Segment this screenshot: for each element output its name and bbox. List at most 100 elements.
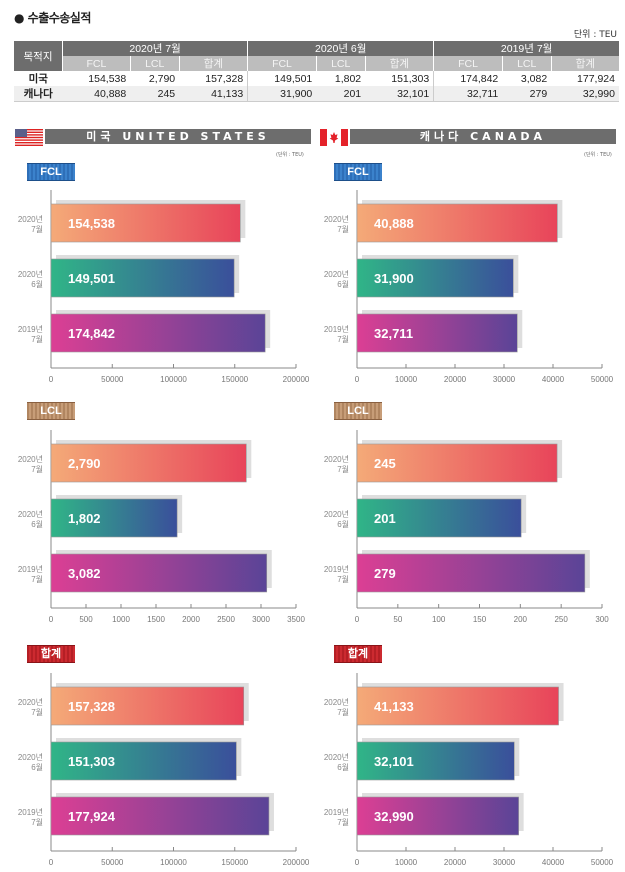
bar-value-label: 1,802 <box>68 511 101 526</box>
unit-label-canada: (단위 : TEU) <box>584 152 612 158</box>
bar-value-label: 32,990 <box>374 809 414 824</box>
bar <box>356 686 559 726</box>
chart-us-lcl: 0 500 1000 1500 2000 2500 3000 35002,7902020년7월… <box>18 430 305 624</box>
bar-value-label: 40,888 <box>374 216 414 231</box>
bar-value-label: 3,082 <box>68 566 101 581</box>
bar <box>356 741 515 781</box>
bar-value-label: 41,133 <box>374 699 414 714</box>
bar <box>50 203 241 243</box>
bar <box>356 258 514 298</box>
bar-value-label: 157,328 <box>68 699 115 714</box>
cell: 157,328 <box>205 72 244 85</box>
bar-value-label: 151,303 <box>68 754 115 769</box>
x-tick-label: 250 <box>554 615 568 624</box>
category-label: 7월 <box>31 707 43 717</box>
category-label: 7월 <box>31 574 43 584</box>
country-banner-us: 미국 UNITED STATES <box>45 129 311 144</box>
category-label: 6월 <box>31 279 43 289</box>
x-tick-label: 50000 <box>591 375 614 384</box>
sub-header: 합계 <box>550 56 619 71</box>
fcl-container-badge: FCL <box>334 163 382 181</box>
x-tick-label: 10000 <box>395 375 418 384</box>
chart-canada-total: 0 10000 20000 30000 40000 5000041,1332020년7월3… <box>324 673 614 867</box>
category-label: 2020년 <box>324 697 349 707</box>
bar-value-label: 245 <box>374 456 396 471</box>
x-tick-label: 100000 <box>160 375 187 384</box>
cell: 40,888 <box>62 86 131 102</box>
unit-label-us: (단위 : TEU) <box>276 152 304 158</box>
category-label: 2020년 <box>324 269 349 279</box>
x-tick-label: 50 <box>393 615 402 624</box>
category-label: 7월 <box>337 574 349 584</box>
us-flag-icon <box>15 129 43 146</box>
x-tick-label: 0 <box>355 375 360 384</box>
x-tick-label: 40000 <box>542 375 565 384</box>
category-label: 7월 <box>337 464 349 474</box>
category-label: 2020년 <box>18 752 43 762</box>
bar <box>50 443 247 483</box>
sub-header: LCL <box>315 56 366 71</box>
category-label: 2020년 <box>324 454 349 464</box>
cell: 32,990 <box>551 86 619 102</box>
x-tick-label: 50000 <box>101 375 124 384</box>
table-subheader-row: FCL LCL 합계 FCL LCL 합계 FCL LCL 합계 <box>14 56 619 71</box>
lcl-container-badge: LCL <box>27 402 75 420</box>
x-tick-label: 2000 <box>182 615 200 624</box>
lcl-container-badge: LCL <box>334 402 382 420</box>
x-tick-label: 1500 <box>147 615 165 624</box>
x-tick-label: 0 <box>49 375 54 384</box>
sub-header: 합계 <box>178 56 248 71</box>
chart-canada-fcl: 0 10000 20000 30000 40000 5000040,8882020년7월3… <box>324 190 614 384</box>
category-label: 2020년 <box>18 269 43 279</box>
sub-header: FCL <box>433 56 503 71</box>
x-tick-label: 3500 <box>287 615 305 624</box>
page-title: ● 수출수송실적 <box>14 11 91 25</box>
category-label: 7월 <box>337 817 349 827</box>
cell: 32,101 <box>365 86 434 102</box>
category-label: 2019년 <box>18 807 43 817</box>
x-tick-label: 0 <box>355 858 360 867</box>
bar <box>356 203 558 243</box>
x-tick-label: 500 <box>79 615 93 624</box>
chart-us-fcl: 0 50000 100000 150000 200000154,5382020년7월14… <box>18 190 310 384</box>
category-label: 7월 <box>337 334 349 344</box>
row-name: 미국 <box>28 73 48 85</box>
x-tick-label: 200000 <box>283 858 310 867</box>
dest-header: 목적지 <box>14 41 63 71</box>
bar <box>356 313 518 353</box>
x-tick-label: 150 <box>473 615 487 624</box>
bar-value-label: 32,711 <box>374 326 413 341</box>
x-tick-label: 150000 <box>221 858 248 867</box>
category-label: 7월 <box>31 224 43 234</box>
country-banner-canada: 캐나다 CANADA <box>350 129 616 144</box>
bar-value-label: 154,538 <box>68 216 115 231</box>
bar-value-label: 279 <box>374 566 396 581</box>
cell: 3,082 <box>520 72 548 85</box>
x-tick-label: 0 <box>49 858 54 867</box>
x-tick-label: 20000 <box>444 858 467 867</box>
bar <box>356 498 522 538</box>
category-label: 2019년 <box>324 324 349 334</box>
bar-value-label: 201 <box>374 511 396 526</box>
period-header: 2020년 7월 <box>61 41 248 56</box>
x-tick-label: 3000 <box>252 615 270 624</box>
sub-header: FCL <box>62 56 131 71</box>
x-tick-label: 40000 <box>542 858 565 867</box>
x-tick-label: 1000 <box>112 615 130 624</box>
bar <box>50 686 245 726</box>
cell: 32,711 <box>433 86 503 102</box>
cell: 177,924 <box>577 72 615 85</box>
sub-header: 합계 <box>364 56 434 71</box>
cell: 151,303 <box>391 72 430 85</box>
cell: 201 <box>316 86 366 102</box>
bar-value-label: 2,790 <box>68 456 101 471</box>
category-label: 2019년 <box>324 807 349 817</box>
cell: 245 <box>130 86 180 102</box>
cell: 1,802 <box>334 72 362 85</box>
category-label: 7월 <box>337 224 349 234</box>
category-label: 6월 <box>31 762 43 772</box>
x-tick-label: 150000 <box>221 375 248 384</box>
bar <box>50 498 178 538</box>
x-tick-label: 200000 <box>283 375 310 384</box>
sub-header: LCL <box>129 56 180 71</box>
